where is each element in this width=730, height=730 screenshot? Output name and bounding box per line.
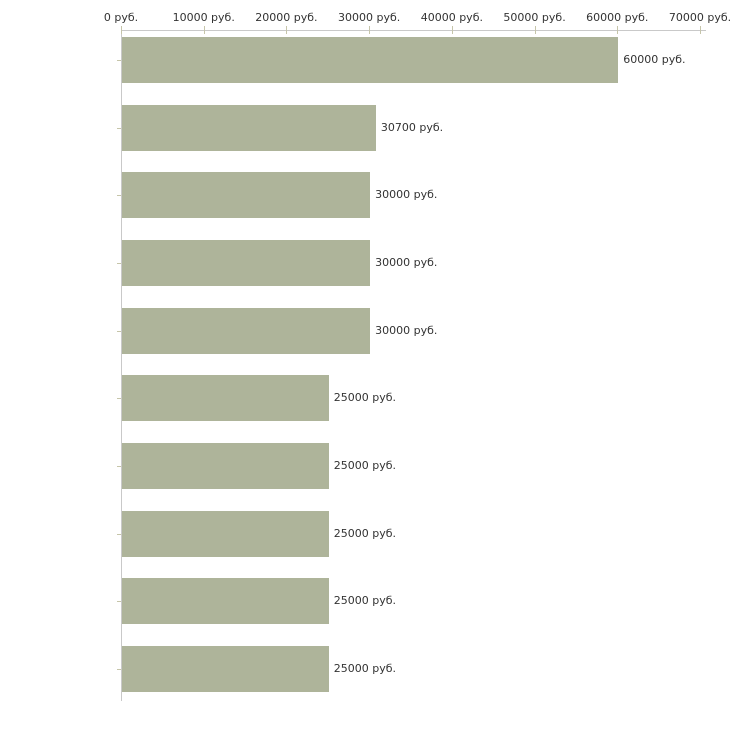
bar [122,578,329,625]
value-label: 30700 руб. [380,120,444,134]
x-tick-mark [534,26,536,34]
y-axis-line [121,30,122,701]
bar [122,646,329,693]
value-label: 25000 руб. [333,526,397,540]
bar [122,443,329,490]
y-tick-mark [117,466,121,468]
y-tick-mark [117,669,121,671]
x-tick-mark [617,26,619,34]
x-tick-mark [700,26,701,34]
x-tick-label: 10000 руб. [172,11,235,24]
x-tick-label: 30000 руб. [338,11,401,24]
bar [122,240,371,286]
x-tick-label: 50000 руб. [503,11,566,24]
x-tick-label: 20000 руб. [255,11,318,24]
bar [122,172,371,219]
value-label: 30000 руб. [375,256,438,269]
value-label: 60000 руб. [623,53,686,66]
x-tick-mark [369,26,371,34]
value-label: 25000 руб. [333,662,397,676]
x-tick-label: 70000 руб. [668,11,730,24]
y-tick-mark [117,533,121,535]
value-label: 30000 руб. [375,323,438,337]
y-tick-mark [117,263,121,264]
x-tick-mark [203,26,205,34]
value-label: 25000 руб. [333,391,397,405]
value-label: 25000 руб. [333,594,397,608]
x-tick-label: 40000 руб. [420,11,483,24]
y-tick-mark [117,60,121,61]
y-tick-mark [117,398,121,400]
y-tick-mark [117,195,121,197]
bar [122,375,329,422]
y-tick-mark [117,330,121,332]
bar [122,37,619,83]
y-tick-mark [117,127,121,129]
y-tick-mark [117,601,121,603]
bar [122,104,376,151]
bar [122,307,371,354]
value-label: 30000 руб. [375,188,438,202]
x-axis-line [121,30,706,31]
value-label: 25000 руб. [333,459,397,473]
x-tick-label: 60000 руб. [586,11,649,24]
x-tick-mark [286,26,288,34]
x-tick-label: 0 руб. [103,11,139,24]
x-tick-mark [451,26,453,34]
bar [122,510,329,557]
x-tick-mark [121,26,122,34]
